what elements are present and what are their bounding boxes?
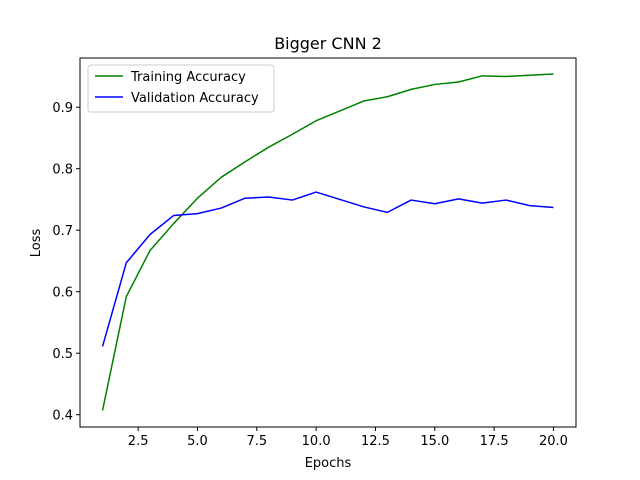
y-axis-label: Loss	[29, 229, 44, 258]
x-axis-label: Epochs	[305, 456, 352, 471]
legend: Training Accuracy Validation Accuracy	[87, 64, 275, 113]
plot-lines	[101, 73, 554, 411]
legend-label: Training Accuracy	[130, 70, 246, 85]
x-tick-label: 20.0	[539, 434, 568, 449]
chart-title: Bigger CNN 2	[274, 34, 382, 53]
y-tick-label: 0.5	[52, 347, 73, 362]
x-tick-label: 10.0	[302, 434, 331, 449]
x-tick-label: 15.0	[420, 434, 449, 449]
series-line-training-accuracy	[101, 73, 554, 411]
legend-box	[87, 64, 275, 113]
plot-frame	[79, 57, 577, 428]
y-axis: 0.4 0.5 0.6 0.7 0.8 0.9	[52, 101, 80, 424]
y-tick-label: 0.6	[52, 286, 73, 301]
x-tick-label: 17.5	[480, 434, 509, 449]
x-axis: 2.5 5.0 7.5 10.0 12.5 15.0 17.5 20.0	[128, 427, 568, 449]
series-line-validation-accuracy	[101, 191, 554, 347]
y-tick-label: 0.7	[52, 224, 73, 239]
y-tick-label: 0.8	[52, 163, 73, 178]
legend-label: Validation Accuracy	[131, 91, 259, 106]
x-tick-label: 5.0	[187, 434, 208, 449]
y-tick-label: 0.4	[52, 409, 73, 424]
x-tick-label: 12.5	[361, 434, 390, 449]
x-tick-label: 7.5	[246, 434, 267, 449]
y-tick-label: 0.9	[52, 101, 73, 116]
x-tick-label: 2.5	[128, 434, 149, 449]
